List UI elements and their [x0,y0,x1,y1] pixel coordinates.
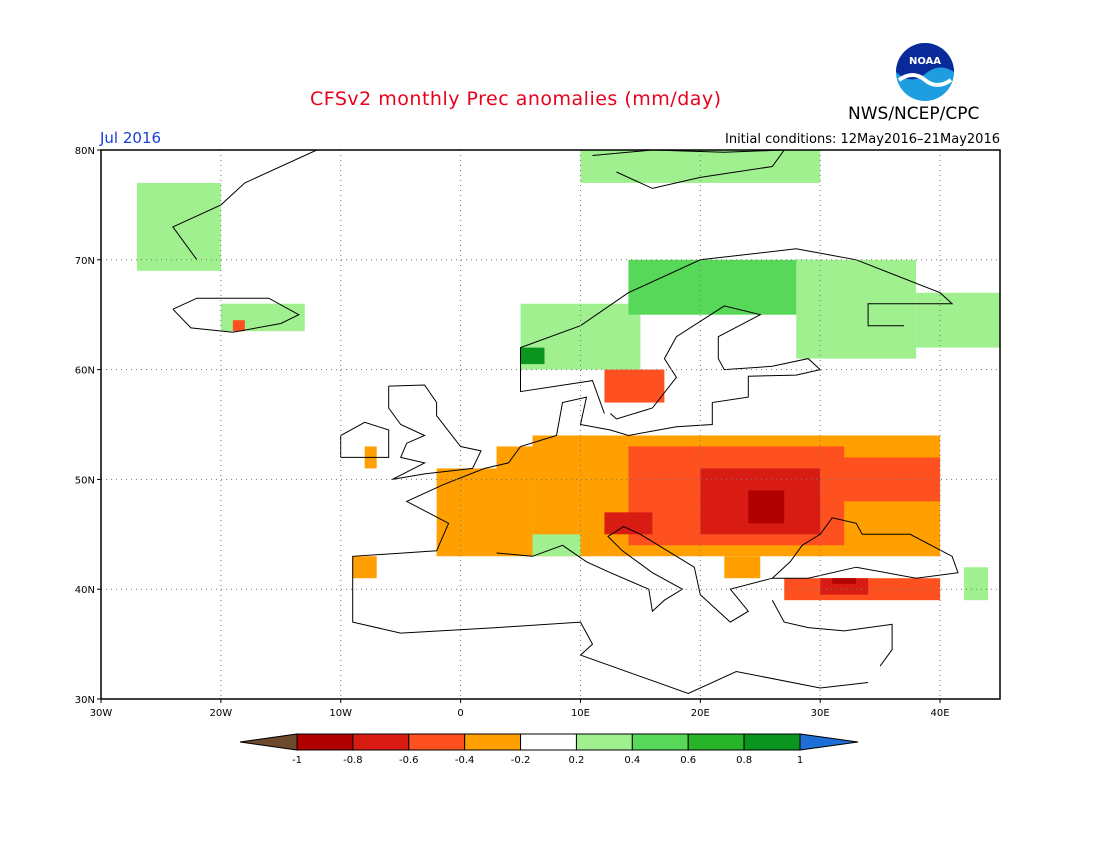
colorbar-tick-label: -1 [292,755,302,766]
longitude-label: 20E [691,708,710,719]
anomaly-region [136,182,221,271]
colorbar-box [296,733,354,751]
anomaly-region [916,292,1000,348]
colorbar-tick-label: -0.2 [511,755,531,766]
latitude-label: 40N [75,585,95,596]
colorbar-tick-label: -0.8 [343,755,363,766]
coastline [352,369,821,634]
anomaly-region [724,556,761,579]
anomaly-region [232,320,245,332]
svg-text:NOAA: NOAA [909,56,941,67]
colorbar: -1 -0.8 -0.6 -0.4 -0.2 0.2 0.4 0.6 0.8 1 [239,733,859,766]
colorbar-low-arrow [239,733,298,751]
longitude-label: 40E [931,708,950,719]
agency-label: NWS/NCEP/CPC [848,104,980,124]
coastline [388,384,482,480]
longitude-labels: 30W 20W 10W 0 10E 20E 30E 40E [90,699,950,719]
colorbar-box [352,733,410,751]
longitude-label: 10W [329,708,352,719]
noaa-logo: NOAA [894,41,956,103]
colorbar-box [743,733,801,751]
latitude-label: 70N [75,256,95,267]
colorbar-box [408,733,466,751]
anomaly-region [352,556,377,579]
longitude-label: 20W [210,708,233,719]
coastline [520,248,954,414]
anomaly-region [748,490,785,524]
colorbar-box [687,733,745,751]
colorbar-high-arrow [799,733,859,751]
colorbar-tick-label: 0.2 [568,755,584,766]
colorbar-tick-label: 1 [797,755,803,766]
initial-conditions: Initial conditions: 12May2016–21May2016 [725,132,1000,147]
latitude-labels: 30N 40N 50N 60N 70N 80N [75,146,101,706]
forecast-month: Jul 2016 [100,129,162,147]
colorbar-box [631,733,689,751]
anomaly-region [796,259,917,359]
coastline [610,305,821,420]
anomaly-region [532,534,581,557]
coastline-layer [172,150,959,695]
longitude-label: 30W [90,708,113,719]
colorbar-tick-label: -0.4 [455,755,475,766]
anomaly-layer [136,150,1000,601]
colorbar-box [464,733,522,751]
anomaly-region [604,512,653,535]
colorbar-tick-label: -0.6 [399,755,419,766]
map-background [101,150,1000,699]
latitude-label: 50N [75,475,95,486]
coastline [340,421,390,458]
anomaly-region [520,347,545,365]
coastline [172,297,300,333]
coastline [496,517,959,623]
map-frame [100,149,1001,700]
chart-title: CFSv2 monthly Prec anomalies (mm/day) [310,88,722,110]
coastline [172,150,318,261]
latitude-label: 30N [75,695,95,706]
anomaly-region [604,369,665,403]
anomaly-region [964,567,989,601]
colorbar-box [575,733,633,751]
anomaly-region [832,578,857,584]
latitude-label: 80N [75,146,95,157]
longitude-label: 10E [571,708,590,719]
colorbar-box [520,733,577,751]
coastline [771,599,893,667]
anomaly-region [436,468,533,557]
longitude-label: 30E [811,708,830,719]
anomaly-region [580,150,821,183]
longitude-label: 0 [457,708,463,719]
colorbar-tick-label: 0.6 [680,755,696,766]
colorbar-tick-label: 0.8 [736,755,752,766]
anomaly-region [820,457,941,502]
colorbar-tick-label: 0.4 [624,755,640,766]
latitude-label: 60N [75,366,95,377]
